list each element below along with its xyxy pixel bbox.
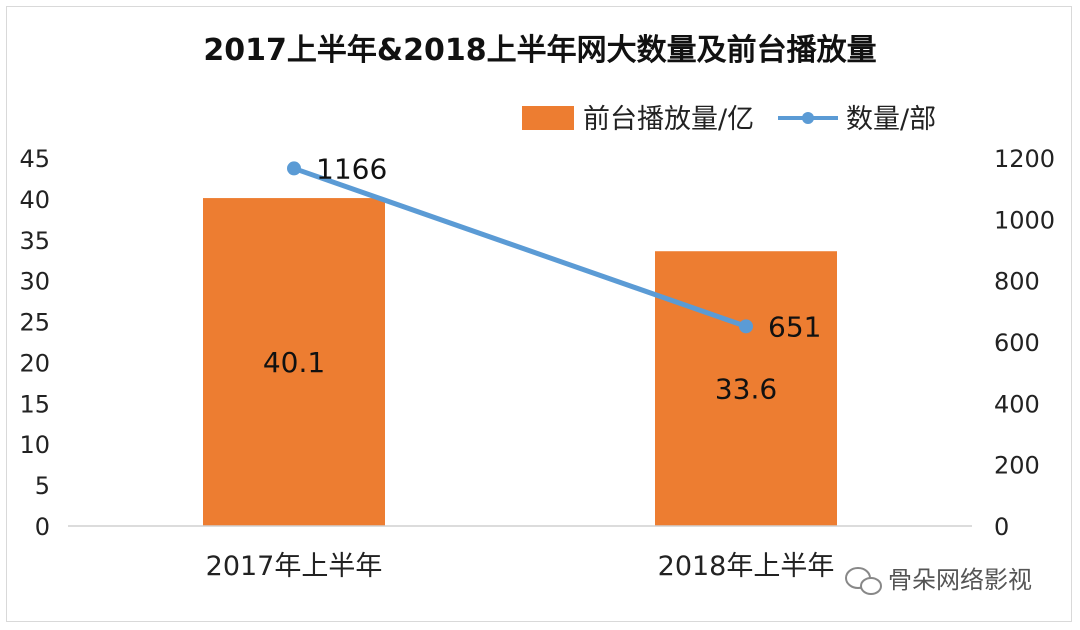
- y-right-tick-label: 400: [994, 390, 1040, 418]
- wechat-icon: [845, 567, 882, 595]
- y-left-tick-label: 45: [19, 145, 50, 173]
- line-data-label: 1166: [316, 152, 387, 185]
- bar-data-label: 33.6: [715, 373, 777, 406]
- y-left-tick-label: 20: [19, 349, 50, 377]
- y-left-tick-label: 35: [19, 227, 50, 255]
- bar: [655, 251, 837, 526]
- line-point: [287, 161, 301, 176]
- line-point: [739, 319, 753, 334]
- y-right-tick-label: 0: [994, 513, 1009, 541]
- legend-line-label: 数量/部: [846, 104, 936, 135]
- y-right-tick-label: 800: [994, 268, 1040, 296]
- bar-data-label: 40.1: [263, 346, 325, 379]
- legend: 前台播放量/亿 数量/部: [522, 104, 936, 135]
- y-right-tick-label: 200: [994, 452, 1040, 480]
- y-left-tick-label: 5: [35, 472, 50, 500]
- y-left-tick-label: 0: [35, 513, 50, 541]
- legend-bar-swatch: [522, 106, 574, 130]
- x-category-label: 2017年上半年: [206, 551, 383, 582]
- legend-line-marker: [802, 112, 814, 124]
- line-series: [293, 166, 747, 329]
- plot-area: 0 5 10 15 20 25 30 35 40 45 0 200 400 600 800 1000 1200 4…: [19, 145, 1055, 582]
- y-left-tick-label: 15: [19, 390, 50, 418]
- y-left-tick-label: 25: [19, 309, 50, 337]
- watermark: 骨朵网络影视: [845, 566, 1032, 595]
- y-right-tick-label: 600: [994, 329, 1040, 357]
- y-left-tick-label: 10: [19, 431, 50, 459]
- y-right-tick-label: 1200: [994, 145, 1055, 173]
- y-left-tick-label: 40: [19, 186, 50, 214]
- legend-bar-label: 前台播放量/亿: [583, 104, 754, 135]
- watermark-text: 骨朵网络影视: [888, 566, 1032, 594]
- chart-title: 2017上半年&2018上半年网大数量及前台播放量: [203, 33, 876, 68]
- y-left-tick-label: 30: [19, 268, 50, 296]
- x-category-label: 2018年上半年: [658, 551, 835, 582]
- line-data-label: 651: [768, 310, 821, 343]
- bar: [203, 198, 385, 526]
- y-right-tick-label: 1000: [994, 206, 1055, 234]
